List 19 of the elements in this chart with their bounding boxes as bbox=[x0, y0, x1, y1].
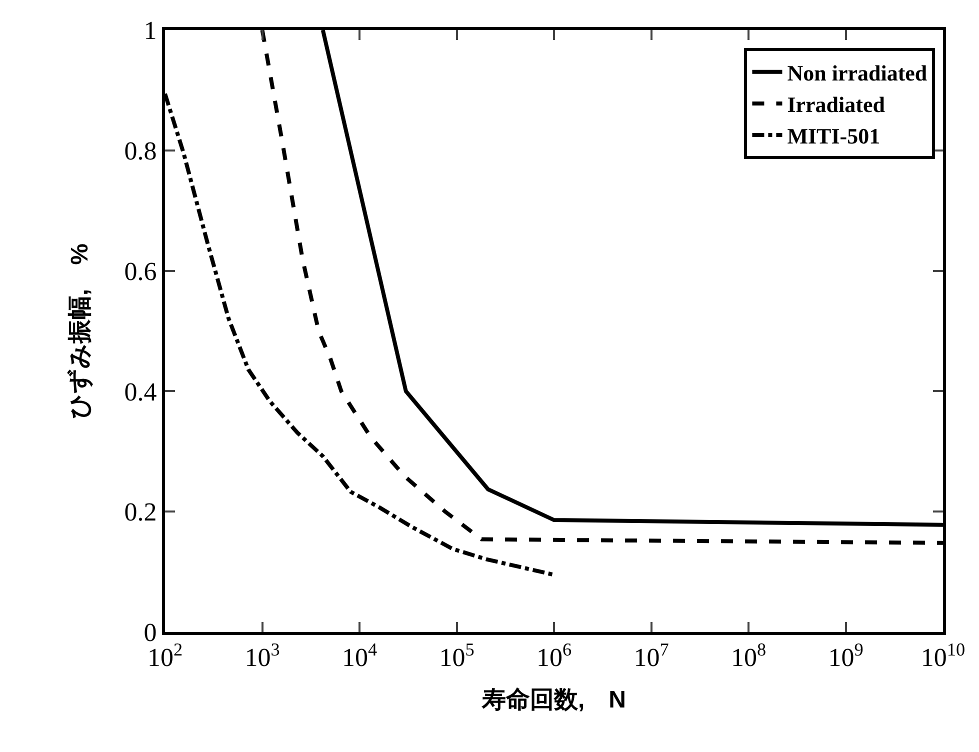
legend-label: Non irradiated bbox=[787, 60, 928, 86]
y-tick-label: 0.4 bbox=[124, 377, 157, 406]
x-tick-label: 10$^{6}$ bbox=[536, 639, 572, 672]
x-tick-label: 10$^{4}$ bbox=[342, 639, 378, 672]
x-tick-label: 10$^{8}$ bbox=[730, 639, 766, 672]
y-tick-label: 0.8 bbox=[124, 136, 157, 166]
y-tick-label: 0 bbox=[144, 618, 157, 648]
y-tick-label: 0.2 bbox=[124, 498, 157, 527]
x-tick-label: 10$^{7}$ bbox=[634, 639, 669, 672]
y-axis-title: ひずみ振幅, % bbox=[66, 243, 94, 419]
x-tick-label: 10$^{5}$ bbox=[439, 639, 474, 672]
legend-label: MITI-501 bbox=[787, 124, 880, 149]
x-tick-label: 10$^{3}$ bbox=[244, 639, 280, 672]
x-tick-label: 10$^{9}$ bbox=[828, 639, 864, 672]
y-tick-label: 0.6 bbox=[124, 256, 157, 286]
legend-label: Irradiated bbox=[787, 92, 885, 118]
x-axis-title: 寿命回数, N bbox=[481, 686, 626, 714]
y-tick-label: 1 bbox=[144, 16, 157, 46]
x-tick-label: 10$^{10}$ bbox=[920, 639, 966, 672]
